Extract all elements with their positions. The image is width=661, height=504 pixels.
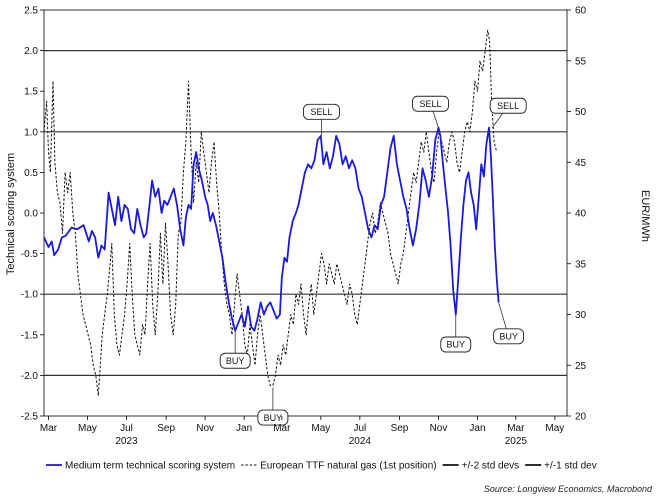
- x-tick-label: Jan: [469, 423, 485, 434]
- callout-box: [257, 409, 289, 426]
- series-lines: [43, 29, 500, 397]
- x-tick-label: Jul: [353, 423, 366, 434]
- buy-signal-label: BUY: [446, 340, 465, 350]
- x-tick-label: Mar: [507, 423, 525, 434]
- right-tick-label: 30: [575, 310, 587, 321]
- left-tick-label: -1.0: [21, 290, 39, 301]
- left-tick-label: 2.5: [24, 6, 38, 17]
- left-tick-label: -2.5: [21, 412, 39, 423]
- right-tick-label: 60: [575, 6, 587, 17]
- x-tick-label: Sep: [391, 423, 409, 434]
- x-tick-label: Mar: [273, 423, 291, 434]
- x-tick-label: May: [78, 423, 97, 434]
- right-tick-label: 45: [575, 158, 587, 169]
- legend-label-3: +/-1 std dev: [544, 461, 597, 472]
- x-axis-ticks: Mar May Jul Sep Nov Jan Mar May Jul Sep Nov Jan Mar M…: [40, 416, 564, 447]
- reference-lines: [44, 49, 567, 376]
- left-axis-ticks: 2.5 2.0 1.5 1.0 0.5 0.0 -0.5 -1.0 -1.5 -2.0 -2.5: [21, 6, 44, 423]
- left-tick-label: 0.5: [24, 168, 38, 179]
- right-tick-label: 35: [575, 259, 587, 270]
- right-tick-label: 55: [575, 56, 587, 67]
- callout-box: [303, 103, 340, 120]
- x-tick-label: Jul: [120, 423, 133, 434]
- right-tick-label: 25: [575, 361, 587, 372]
- left-tick-label: -2.0: [21, 371, 39, 382]
- left-tick-label: -0.5: [21, 249, 39, 260]
- legend-label-2: +/-2 std devs: [462, 461, 520, 472]
- signal-callouts: SELL SELL SELL BUY BUY BUY BUY: [219, 95, 527, 426]
- right-axis-ticks: 60 55 50 45 40 35 30 25 20: [567, 6, 587, 423]
- buy-signal-label: BUY: [499, 332, 518, 342]
- callout-box: [440, 336, 472, 353]
- right-tick-label: 20: [575, 412, 587, 423]
- sell-signal-label: SELL: [497, 101, 519, 111]
- legend: Medium term technical scoring system Euro…: [46, 461, 597, 472]
- right-tick-label: 50: [575, 107, 587, 118]
- x-year-label: 2024: [349, 436, 372, 447]
- source-note: Source: Longview Economics, Macrobond: [484, 484, 653, 494]
- x-tick-label: May: [311, 423, 330, 434]
- left-tick-label: -1.5: [21, 330, 39, 341]
- x-tick-label: Jan: [236, 423, 252, 434]
- left-tick-label: 0.0: [24, 209, 38, 220]
- legend-label-0: Medium term technical scoring system: [65, 461, 235, 472]
- callout-box: [219, 352, 251, 369]
- x-tick-label: Nov: [430, 423, 448, 434]
- callout-box: [412, 95, 449, 112]
- ttf-gas-line: [43, 29, 498, 397]
- scoring-system-line: [43, 126, 500, 332]
- callout-box: [493, 328, 525, 345]
- left-tick-label: 2.0: [24, 46, 38, 57]
- left-tick-label: 1.5: [24, 87, 38, 98]
- x-tick-label: Mar: [40, 423, 58, 434]
- left-tick-label: 1.0: [24, 127, 38, 138]
- buy-signal-label: BUY: [226, 356, 245, 366]
- right-tick-label: 40: [575, 209, 587, 220]
- x-tick-label: May: [545, 423, 564, 434]
- sell-signal-label: SELL: [419, 99, 441, 109]
- x-tick-label: Sep: [157, 423, 175, 434]
- left-axis-title: Technical scoring system: [5, 153, 17, 275]
- callout-box: [489, 97, 527, 114]
- buy-signal-label: BUY: [264, 413, 283, 423]
- sell-signal-label: SELL: [310, 107, 332, 117]
- x-year-label: 2023: [115, 436, 138, 447]
- x-year-label: 2025: [505, 436, 528, 447]
- legend-label-1: European TTF natural gas (1st position): [260, 461, 437, 472]
- right-axis-title: EUR/MWh: [639, 190, 651, 242]
- x-tick-label: Nov: [196, 423, 214, 434]
